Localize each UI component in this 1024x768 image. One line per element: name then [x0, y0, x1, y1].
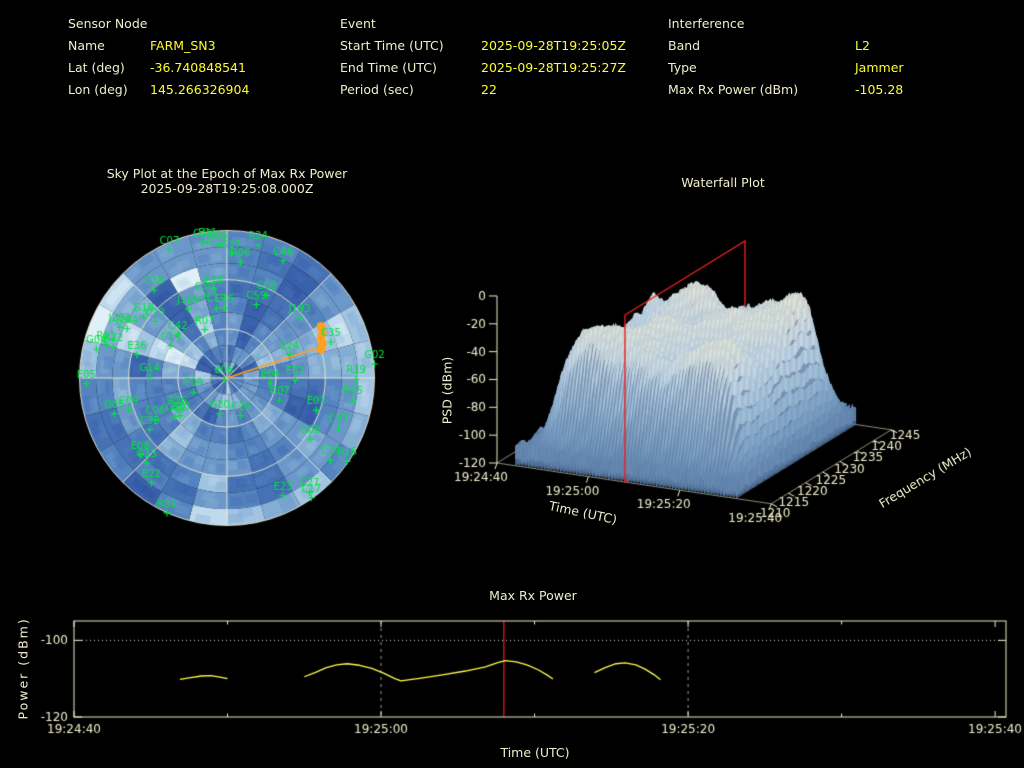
field-value-type: Jammer: [855, 60, 904, 75]
sky-plot-epoch: 2025-09-28T19:25:08.000Z: [140, 181, 314, 196]
field-label-period: Period (sec): [340, 82, 414, 97]
waterfall-canvas: [430, 225, 1024, 540]
field-label-lat: Lat (deg): [68, 60, 125, 75]
field-label-band: Band: [668, 38, 701, 53]
field-value-band: L2: [855, 38, 870, 53]
field-value-lat: -36.740848541: [150, 60, 246, 75]
field-value-start-time: 2025-09-28T19:25:05Z: [481, 38, 626, 53]
sky-plot-title: Sky Plot at the Epoch of Max Rx Power: [106, 166, 348, 181]
field-label-start-time: Start Time (UTC): [340, 38, 444, 53]
max-rx-power-canvas: [0, 600, 1024, 750]
section-title-event: Event: [340, 16, 376, 31]
waterfall-psd-axis-label: PSD (dBm): [439, 356, 455, 425]
field-label-name: Name: [68, 38, 105, 53]
waterfall-title: Waterfall Plot: [681, 175, 765, 190]
section-title-sensor-node: Sensor Node: [68, 16, 148, 31]
field-value-max-rx-power: -105.28: [855, 82, 904, 97]
section-title-interference: Interference: [668, 16, 745, 31]
field-label-lon: Lon (deg): [68, 82, 128, 97]
field-label-max-rx-power: Max Rx Power (dBm): [668, 82, 799, 97]
field-value-end-time: 2025-09-28T19:25:27Z: [481, 60, 626, 75]
field-label-type: Type: [668, 60, 697, 75]
max-rx-power-title: Max Rx Power: [489, 588, 577, 603]
field-label-end-time: End Time (UTC): [340, 60, 437, 75]
field-value-lon: 145.266326904: [150, 82, 250, 97]
field-value-name: FARM_SN3: [150, 38, 216, 53]
field-value-period: 22: [481, 82, 497, 97]
sky-plot-canvas: [57, 208, 397, 548]
max-rx-power-x-axis-label: Time (UTC): [500, 745, 570, 760]
max-rx-power-y-axis-label: Power (dBm): [15, 617, 31, 720]
